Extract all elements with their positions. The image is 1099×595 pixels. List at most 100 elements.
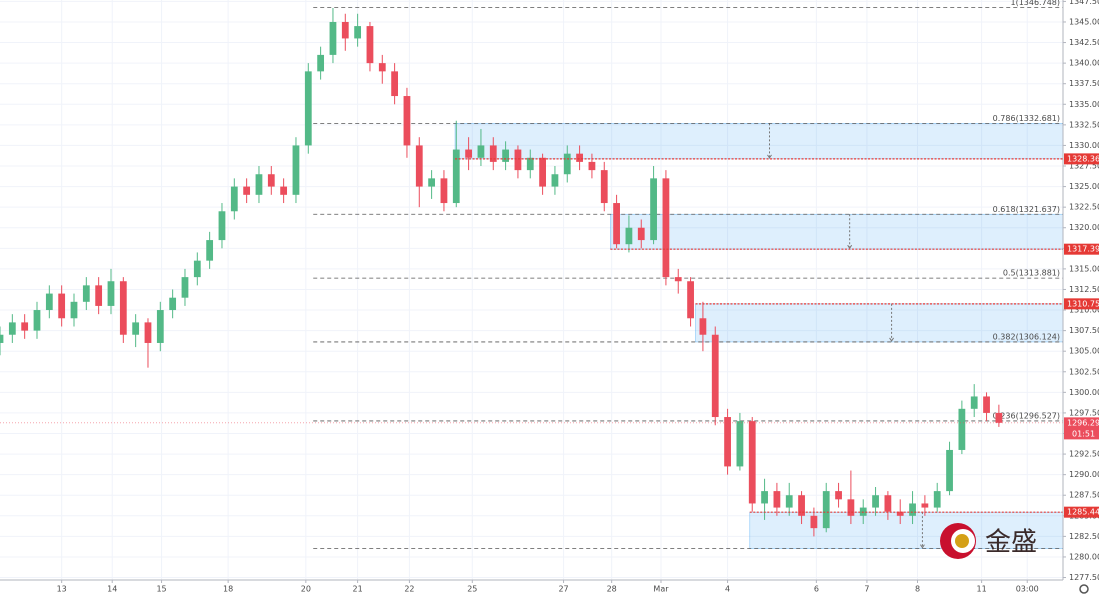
- y-tick-label: 1330.000: [1069, 141, 1099, 150]
- candle-body: [835, 491, 842, 500]
- candle-body: [317, 54, 325, 72]
- candle-body: [391, 71, 399, 97]
- y-tick-label: 1290.000: [1069, 470, 1099, 479]
- x-tick-label: 13: [57, 585, 67, 594]
- price-tag: [1064, 506, 1099, 518]
- candle-body: [526, 157, 534, 171]
- price-tag-label: 1310.753: [1067, 299, 1099, 308]
- candle-body: [255, 174, 263, 195]
- candle-body: [132, 322, 140, 335]
- x-tick-label: 03:00: [1016, 585, 1039, 594]
- y-tick-label: 1297.500: [1069, 408, 1099, 417]
- fib-label: 1(1346.748): [1010, 0, 1060, 7]
- gear[interactable]: [1079, 584, 1089, 594]
- candle-body: [403, 96, 411, 146]
- candle-body: [33, 310, 41, 331]
- x-tick-label: 15: [156, 585, 166, 594]
- y-tick-label: 1345.000: [1069, 17, 1099, 26]
- candle-body: [539, 157, 546, 187]
- countdown: 01:51: [1072, 429, 1095, 438]
- candle-body: [218, 211, 226, 241]
- y-tick-label: 1347.500: [1069, 0, 1099, 6]
- settings-icon[interactable]: [1079, 584, 1089, 594]
- y-tick-label: 1305.000: [1069, 347, 1099, 356]
- price-tag-label: 1317.394: [1067, 245, 1099, 254]
- x-tick-label: 7: [864, 585, 869, 594]
- candle-body: [650, 178, 657, 241]
- candle-body: [206, 240, 214, 261]
- x-tick-label: 8: [915, 585, 920, 594]
- candle-body: [810, 515, 818, 529]
- candle-body: [156, 310, 164, 343]
- candle-body: [280, 186, 288, 195]
- price-tag: [1064, 243, 1099, 255]
- candle-body: [662, 178, 670, 278]
- candle-body: [625, 227, 633, 245]
- fib-label: 0.5(1313.881): [1003, 269, 1060, 278]
- candle-body: [773, 491, 781, 508]
- candle-body: [896, 511, 904, 516]
- candle-body: [822, 491, 830, 529]
- candle-body: [551, 174, 559, 187]
- zone-arrow-head: [847, 244, 853, 250]
- candle-body: [588, 161, 596, 171]
- candle-body: [637, 227, 645, 241]
- grid: [0, 0, 1063, 580]
- last-price-tag: [1064, 417, 1099, 440]
- x-tick-label: 14: [107, 585, 117, 594]
- candle-body: [514, 149, 522, 171]
- logo: 金盛: [940, 523, 1037, 559]
- candle-body: [909, 503, 916, 516]
- y-tick-label: 1332.500: [1069, 120, 1099, 129]
- y-tick-label: 1342.500: [1069, 38, 1099, 47]
- candle-body: [600, 170, 608, 204]
- candle-body: [169, 297, 177, 311]
- zone: [695, 303, 1064, 343]
- candle-body: [82, 285, 90, 302]
- y-tick-label: 1277.500: [1069, 573, 1099, 582]
- x-tick-label: 6: [814, 585, 819, 594]
- candle-body: [45, 293, 53, 311]
- candle-body: [292, 145, 300, 195]
- candle-body: [8, 322, 16, 335]
- y-tick-label: 1292.500: [1069, 450, 1099, 459]
- candle-body: [452, 149, 460, 204]
- y-tick-label: 1340.000: [1069, 59, 1099, 68]
- fib-label: 0.236(1296.527): [993, 411, 1060, 420]
- candle-body: [724, 417, 731, 467]
- zone-arrow-head: [889, 337, 895, 342]
- zones: [454, 123, 1064, 549]
- candle-body: [489, 145, 497, 162]
- x-tick-label: 22: [404, 585, 414, 594]
- candle-body: [378, 63, 386, 72]
- candle-body: [267, 174, 275, 187]
- y-tick-label: 1312.500: [1069, 285, 1099, 294]
- x-tick-label: 21: [353, 585, 363, 594]
- candle-body: [785, 495, 793, 508]
- y-tick-label: 1287.500: [1069, 491, 1099, 500]
- y-tick-label: 1322.500: [1069, 203, 1099, 212]
- candle-body: [576, 153, 583, 162]
- candle-body: [687, 281, 694, 319]
- candle-body: [563, 153, 571, 175]
- price-tag: [1064, 298, 1099, 310]
- candle-body: [21, 322, 29, 331]
- candle-body: [119, 281, 127, 335]
- y-tick-label: 1307.500: [1069, 326, 1099, 335]
- candle-body: [477, 145, 485, 158]
- y-tick-label: 1280.000: [1069, 552, 1099, 561]
- fib-label: 0.786(1332.681): [993, 114, 1060, 123]
- last-price-label: 1296.291: [1067, 418, 1099, 427]
- y-tick-label: 1320.000: [1069, 223, 1099, 232]
- candle-body: [933, 491, 941, 508]
- candle-body: [193, 260, 201, 278]
- logo-dot: [955, 534, 969, 548]
- x-tick-label: 11: [977, 585, 987, 594]
- candle-body: [847, 499, 855, 516]
- candle-body: [95, 285, 103, 306]
- candle-body: [502, 149, 509, 162]
- price-tag: [1064, 153, 1099, 165]
- candle-body: [711, 334, 719, 418]
- candle-body: [465, 149, 472, 158]
